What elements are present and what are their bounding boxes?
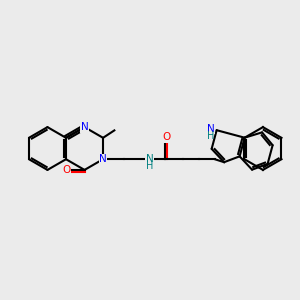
Text: O: O [163,132,171,142]
Text: N: N [99,154,107,164]
Text: O: O [63,165,71,175]
Text: N: N [207,124,214,134]
Text: H: H [207,131,214,141]
Text: N: N [81,122,88,132]
Text: N: N [146,154,154,164]
Text: H: H [146,161,153,171]
